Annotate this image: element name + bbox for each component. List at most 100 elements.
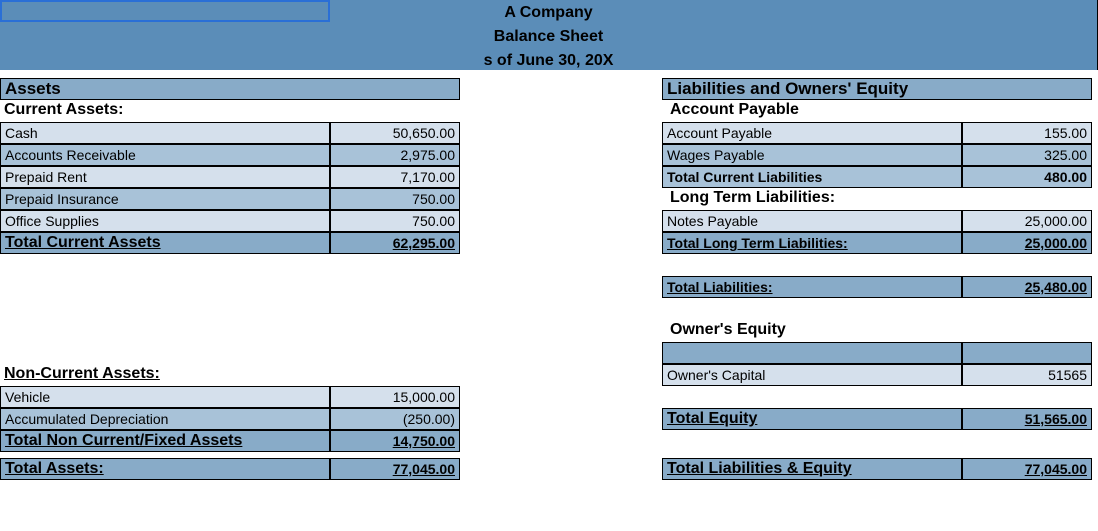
row-label: Prepaid Insurance (0, 188, 330, 210)
spacer (460, 320, 496, 342)
spacer (460, 232, 496, 254)
report-date: s of June 30, 20X (0, 48, 1097, 72)
spacer (460, 100, 496, 122)
spacer (496, 122, 662, 144)
account-payable-subheading: Account Payable (662, 100, 962, 122)
row-value: 2,975.00 (330, 144, 460, 166)
total-noncur-label: Total Non Current/Fixed Assets (0, 430, 330, 452)
spacer (460, 430, 496, 452)
total-equity-label: Total Equity (662, 408, 962, 430)
cell (330, 364, 460, 386)
selected-cell-a1[interactable] (0, 0, 330, 22)
row-label: Cash (0, 122, 330, 144)
total-lt-liab-value: 25,000.00 (962, 232, 1092, 254)
row-label: Owner's Capital (662, 364, 962, 386)
cell (662, 386, 962, 408)
row-value: 750.00 (330, 210, 460, 232)
row-label: Vehicle (0, 386, 330, 408)
spacer (460, 188, 496, 210)
cell (330, 342, 460, 364)
spacer (496, 364, 662, 386)
cell (962, 430, 1092, 452)
row-value: 7,170.00 (330, 166, 460, 188)
cell (0, 276, 330, 298)
owners-equity-heading: Owner's Equity (662, 320, 962, 342)
total-assets-value: 77,045.00 (330, 458, 460, 480)
cell (962, 188, 1092, 210)
row-label: Prepaid Rent (0, 166, 330, 188)
cell (962, 254, 1092, 276)
spacer (496, 276, 662, 298)
long-term-liab-subheading: Long Term Liabilities: (662, 188, 962, 210)
row-value: 51565 (962, 364, 1092, 386)
cell (962, 320, 1092, 342)
total-lt-liab-label: Total Long Term Liabilities: (662, 232, 962, 254)
cell (662, 254, 962, 276)
cell (330, 100, 460, 122)
spacer (496, 342, 662, 364)
spacer (460, 386, 496, 408)
total-cur-assets-value: 62,295.00 (330, 232, 460, 254)
row-label: Notes Payable (662, 210, 962, 232)
row-label: Wages Payable (662, 144, 962, 166)
spacer (496, 458, 662, 480)
spacer (496, 166, 662, 188)
current-assets-subheading: Current Assets: (0, 100, 330, 122)
total-liab-equity-value: 77,045.00 (962, 458, 1092, 480)
spacer (460, 78, 496, 100)
row-value: 750.00 (330, 188, 460, 210)
spacer (460, 166, 496, 188)
cell (0, 320, 330, 342)
title-header: A Company Balance Sheet s of June 30, 20… (0, 0, 1098, 70)
spacer (460, 458, 496, 480)
row-value: 15,000.00 (330, 386, 460, 408)
total-noncur-value: 14,750.00 (330, 430, 460, 452)
total-cur-liab-value: 480.00 (962, 166, 1092, 188)
cell (330, 320, 460, 342)
row-label: Office Supplies (0, 210, 330, 232)
assets-heading: Assets (0, 78, 330, 100)
spacer (460, 144, 496, 166)
total-cur-liab-label: Total Current Liabilities (662, 166, 962, 188)
total-cur-assets-label: Total Current Assets (0, 232, 330, 254)
total-equity-value: 51,565.00 (962, 408, 1092, 430)
row-label: Accumulated Depreciation (0, 408, 330, 430)
row-value: 325.00 (962, 144, 1092, 166)
spacer (496, 78, 662, 100)
spacer (496, 386, 662, 408)
cell (330, 78, 460, 100)
balance-sheet-grid: Assets Liabilities and Owners' Equity Cu… (0, 78, 1098, 480)
spacer (496, 408, 662, 430)
spacer (460, 364, 496, 386)
spacer (496, 232, 662, 254)
spacer (496, 210, 662, 232)
spacer (496, 188, 662, 210)
noncur-assets-subheading: Non-Current Assets: (0, 364, 330, 386)
spacer (460, 210, 496, 232)
spacer (460, 342, 496, 364)
cell (962, 386, 1092, 408)
cell (662, 342, 962, 364)
spacer (496, 430, 662, 452)
cell (662, 430, 962, 452)
total-assets-label: Total Assets: (0, 458, 330, 480)
spacer (460, 276, 496, 298)
cell (330, 276, 460, 298)
spacer (496, 100, 662, 122)
row-value: 50,650.00 (330, 122, 460, 144)
spacer (496, 144, 662, 166)
spacer (460, 408, 496, 430)
row-label: Account Payable (662, 122, 962, 144)
cell (962, 100, 1092, 122)
total-liab-equity-label: Total Liabilities & Equity (662, 458, 962, 480)
row-value: 25,000.00 (962, 210, 1092, 232)
spacer (496, 320, 662, 342)
row-value: (250.00) (330, 408, 460, 430)
report-title: Balance Sheet (0, 24, 1097, 48)
row-label: Accounts Receivable (0, 144, 330, 166)
spacer (460, 122, 496, 144)
total-liab-label: Total Liabilities: (662, 276, 962, 298)
cell (962, 342, 1092, 364)
row-value: 155.00 (962, 122, 1092, 144)
total-liab-value: 25,480.00 (962, 276, 1092, 298)
